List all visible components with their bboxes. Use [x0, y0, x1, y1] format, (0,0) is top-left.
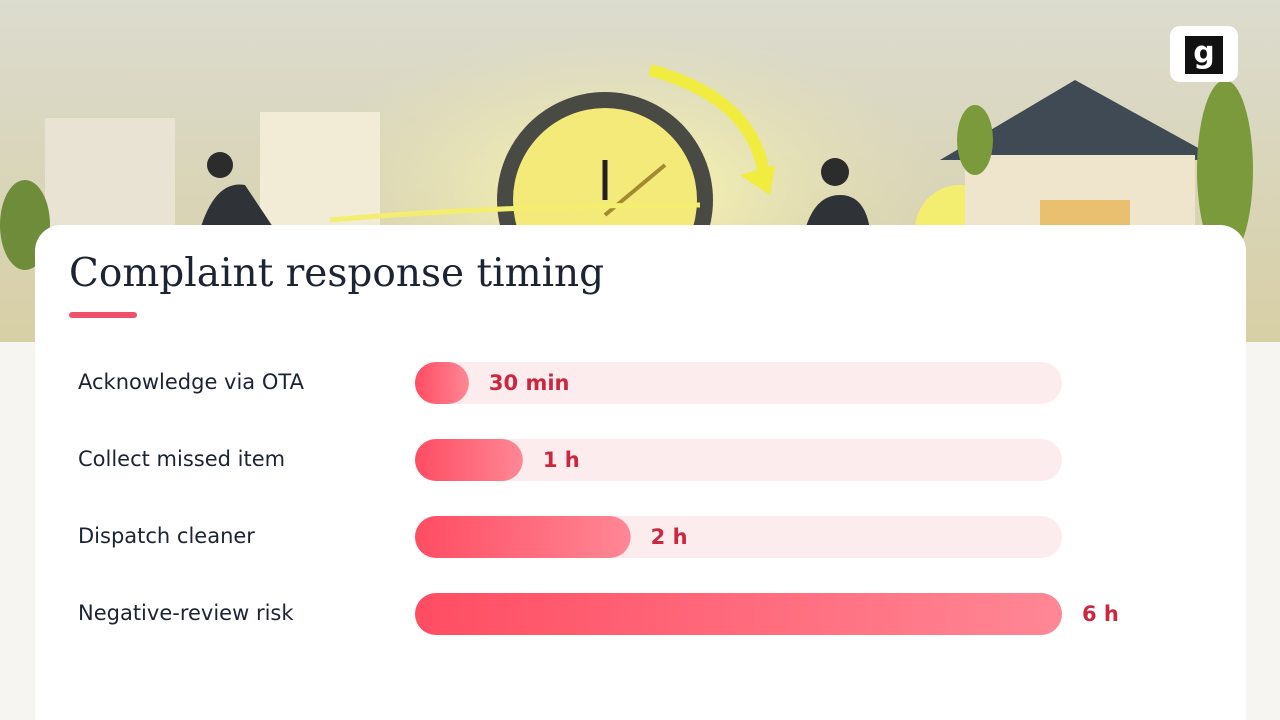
bar — [415, 516, 631, 558]
category-label: Collect missed item — [78, 447, 285, 471]
bar — [415, 362, 469, 404]
bar-track — [415, 439, 1062, 481]
value-label: 6 h — [1082, 602, 1119, 626]
logo: g — [1170, 26, 1238, 82]
value-label: 2 h — [651, 525, 688, 549]
value-label: 1 h — [543, 448, 580, 472]
value-label: 30 min — [489, 371, 570, 395]
bar — [415, 439, 523, 481]
bar-track — [415, 362, 1062, 404]
category-label: Negative-review risk — [78, 601, 294, 625]
chart-title: Complaint response timing — [69, 251, 604, 296]
bar — [415, 593, 1062, 635]
category-label: Dispatch cleaner — [78, 524, 255, 548]
logo-text: g — [1193, 36, 1214, 71]
category-label: Acknowledge via OTA — [78, 370, 305, 394]
title-underline — [69, 312, 137, 318]
